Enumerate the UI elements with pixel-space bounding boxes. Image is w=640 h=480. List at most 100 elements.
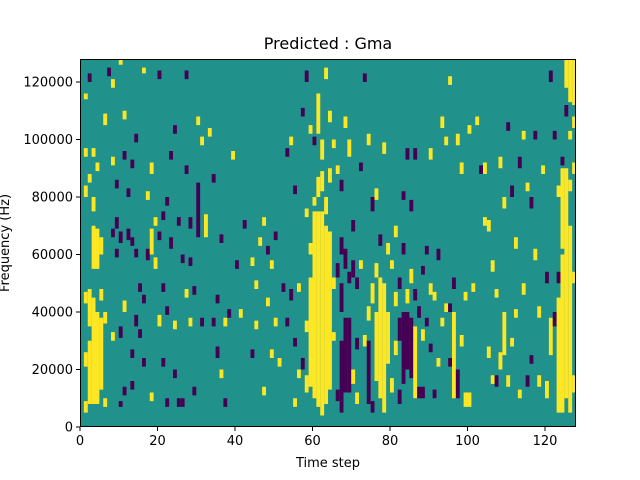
heatmap-cell [142,294,146,304]
heatmap-cell [95,312,100,404]
heatmap-cell [390,260,394,269]
heatmap-cell [428,343,433,353]
heatmap-cell [533,248,538,261]
heatmap-cell [126,188,131,197]
heatmap-cell [564,168,569,399]
heatmap-cell [176,217,181,226]
heatmap-cell [486,220,491,232]
heatmap-cell [289,289,294,301]
heatmap-cell [378,234,383,246]
heatmap-cell [517,156,522,169]
heatmap-cell [153,257,158,269]
heatmap-cell [83,291,88,304]
heatmap-cell [300,107,305,117]
heatmap-cell [351,260,356,278]
heatmap-cell [87,73,92,82]
heatmap-cell [483,217,487,226]
heatmap-cell [312,197,317,206]
heatmap-cell [219,234,224,243]
heatmap-cell [564,105,569,117]
heatmap-cell [196,182,201,238]
heatmap-cell [339,237,344,255]
heatmap-cell [370,197,375,212]
heatmap-cell [142,67,146,74]
heatmap-cell [440,317,445,327]
heatmap-cell [223,398,228,407]
heatmap-cell [118,231,123,243]
heatmap-cell [300,358,305,370]
heatmap-cell [479,165,483,174]
heatmap-cell [556,185,561,197]
heatmap-cell [506,122,511,131]
heatmap-cell [153,217,158,226]
heatmap-cell [266,245,270,255]
heatmap-cell [374,312,379,381]
heatmap-cell [266,297,270,307]
heatmap-cell [455,133,460,146]
heatmap-cell [347,317,352,393]
heatmap-cell [316,211,321,407]
heatmap-cell [397,389,402,404]
heatmap-cell [405,312,410,370]
heatmap-cell [362,335,367,347]
heatmap-cell [355,337,359,350]
heatmap-cell [467,125,472,134]
heatmap-cell [359,260,363,269]
heatmap-cell [273,317,278,327]
heatmap-cell [436,248,441,261]
heatmap-cell [397,277,402,289]
plot-area [80,59,576,427]
y-axis: 0 20000 40000 60000 80000 100000 120000 [23,76,80,436]
heatmap-cell [421,266,425,275]
heatmap-cell [149,162,154,174]
heatmap-cell [114,248,119,258]
heatmap-cell [269,349,274,358]
heatmap-cell [192,386,197,396]
y-tick-label: 20000 [32,363,73,378]
heatmap-cells [83,59,576,416]
heatmap-cell [537,306,542,318]
heatmap-cell [293,185,297,195]
heatmap-cell [122,386,127,396]
heatmap-cell [517,389,522,399]
heatmap-cell [498,352,503,370]
heatmap-cell [297,369,301,379]
heatmap-cell [409,317,414,379]
heatmap-cell [471,283,476,292]
heatmap-cell [91,297,96,404]
heatmap-cell [409,268,414,284]
heatmap-cell [165,197,170,206]
heatmap-cell [568,225,573,413]
heatmap-cell [541,165,545,174]
heatmap-cell [424,245,429,255]
heatmap-cell [448,358,452,367]
heatmap-cell [331,332,336,341]
heatmap-cell [455,369,460,399]
heatmap-cell [161,358,166,367]
heatmap-cell [173,320,177,330]
heatmap-cell [219,369,224,379]
heatmap-cell [521,130,526,140]
heatmap-cell [525,182,530,192]
heatmap-cell [87,289,92,327]
heatmap-cell [343,248,348,269]
heatmap-cell [510,185,514,197]
heatmap-cell [552,130,557,140]
heatmap-cell [502,312,507,356]
heatmap-cell [215,346,220,358]
heatmap-cell [188,317,193,327]
x-tick-label: 80 [382,434,399,449]
heatmap-cell [111,156,115,166]
heatmap-cell [87,340,92,404]
heatmap-cell [91,197,96,212]
heatmap-cell [200,317,204,327]
heatmap-cell [83,185,88,197]
heatmap-cell [514,309,518,318]
heatmap-cell [308,277,313,387]
heatmap-cell [122,151,127,160]
heatmap-cell [273,231,278,241]
y-tick-label: 100000 [23,133,73,148]
heatmap-cell [533,130,538,140]
heatmap-cell [204,214,208,238]
